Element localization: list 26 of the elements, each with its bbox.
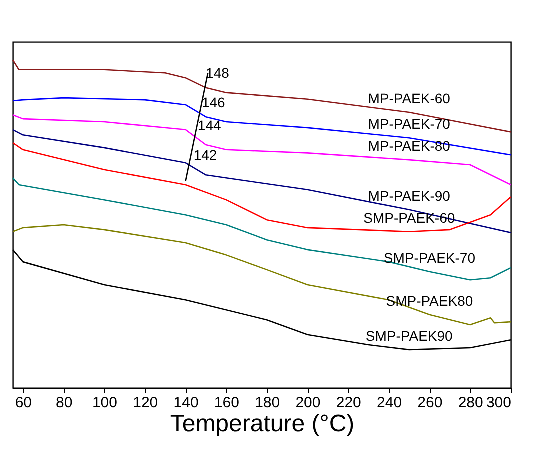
x-tick-label: 120 [133,394,158,412]
series-label: MP-PAEK-60 [368,90,451,107]
x-tick-label: 280 [458,394,484,412]
series-label: SMP-PAEK80 [386,292,474,309]
annotation: 146 [202,94,226,111]
x-tick-label: 100 [92,394,118,412]
x-tick-label: 260 [418,394,443,412]
annotation: 144 [198,117,222,134]
x-tick-label: 80 [56,394,73,412]
series-label: SMP-PAEK-60 [364,210,456,226]
series-label: SMP-PAEK-70 [384,250,476,266]
x-tick-label: 300 [486,394,512,412]
x-tick-label: 140 [174,394,199,412]
x-axis-title: Temperature (°C) [170,410,355,438]
series-label: SMP-PAEK90 [366,328,454,344]
x-tick-label: 240 [377,394,402,412]
series-label: MP-PAEK-90 [368,188,451,204]
x-tick-label: 200 [296,394,321,412]
series-label: MP-PAEK-80 [368,138,451,154]
x-tick-label: 60 [15,394,32,412]
x-tick-label: 160 [214,394,240,412]
series-label: MP-PAEK-70 [368,116,451,132]
annotation: 142 [194,146,218,163]
x-tick-label: 220 [336,394,362,412]
x-tick-label: 180 [255,394,280,412]
annotation: 148 [206,64,230,81]
